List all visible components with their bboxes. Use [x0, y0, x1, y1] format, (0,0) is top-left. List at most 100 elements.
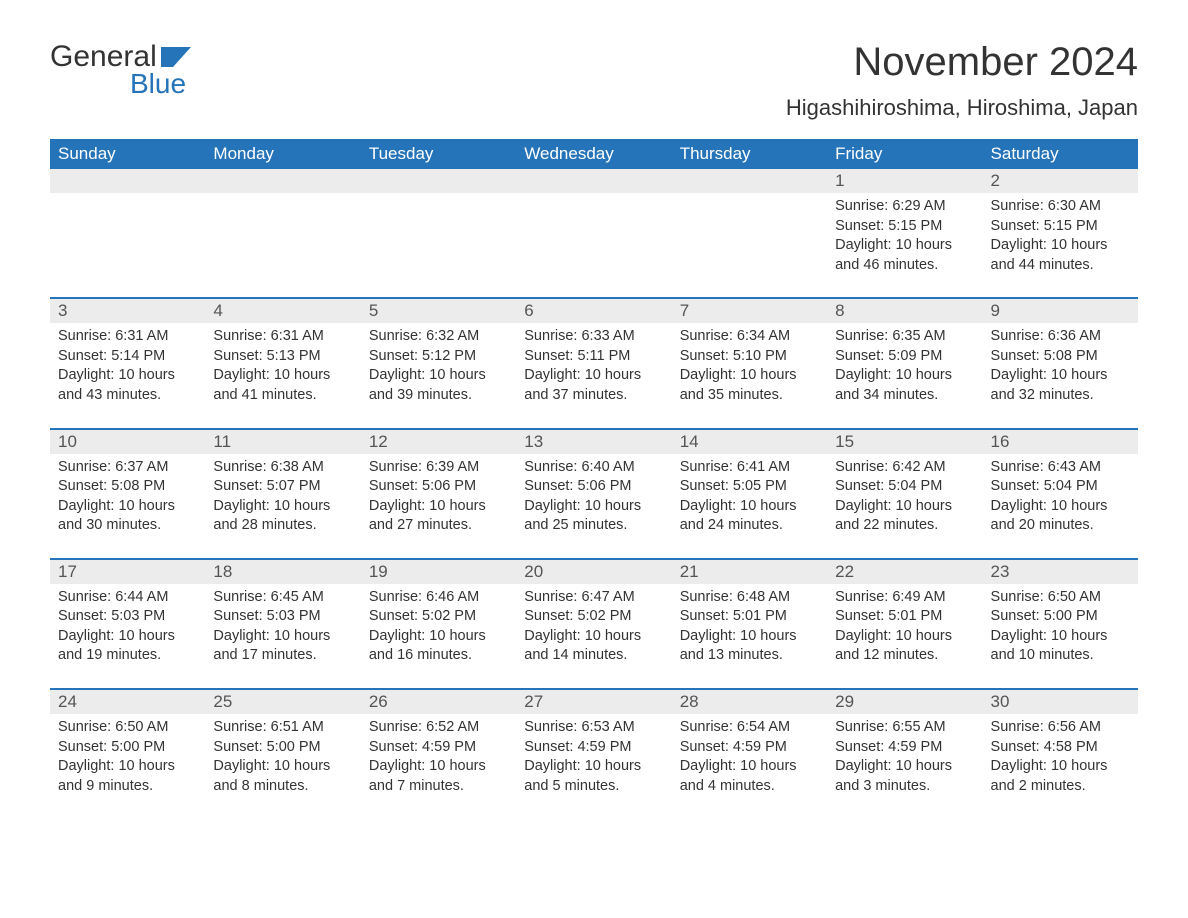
day-number: 3	[50, 299, 205, 323]
daylight-text: Daylight: 10 hours and 14 minutes.	[524, 627, 663, 666]
day-number: 2	[983, 169, 1138, 193]
daylight-text: Daylight: 10 hours and 10 minutes.	[991, 627, 1130, 666]
week-row: 3Sunrise: 6:31 AMSunset: 5:14 PMDaylight…	[50, 297, 1138, 411]
sunset-text: Sunset: 5:12 PM	[369, 347, 508, 367]
daylight-text: Daylight: 10 hours and 2 minutes.	[991, 757, 1130, 796]
sunset-text: Sunset: 5:04 PM	[991, 477, 1130, 497]
sunset-text: Sunset: 5:00 PM	[991, 607, 1130, 627]
day-number: 12	[361, 430, 516, 454]
sunrise-text: Sunrise: 6:50 AM	[58, 718, 197, 738]
sunrise-text: Sunrise: 6:29 AM	[835, 197, 974, 217]
day-details: Sunrise: 6:50 AMSunset: 5:00 PMDaylight:…	[50, 714, 205, 802]
sunset-text: Sunset: 5:02 PM	[524, 607, 663, 627]
day-details: Sunrise: 6:43 AMSunset: 5:04 PMDaylight:…	[983, 454, 1138, 542]
day-cell: 24Sunrise: 6:50 AMSunset: 5:00 PMDayligh…	[50, 690, 205, 802]
day-details: Sunrise: 6:34 AMSunset: 5:10 PMDaylight:…	[672, 323, 827, 411]
sunset-text: Sunset: 5:03 PM	[213, 607, 352, 627]
sunset-text: Sunset: 4:58 PM	[991, 738, 1130, 758]
day-cell: 13Sunrise: 6:40 AMSunset: 5:06 PMDayligh…	[516, 430, 671, 542]
sunrise-text: Sunrise: 6:32 AM	[369, 327, 508, 347]
sunrise-text: Sunrise: 6:36 AM	[991, 327, 1130, 347]
day-cell: 10Sunrise: 6:37 AMSunset: 5:08 PMDayligh…	[50, 430, 205, 542]
daylight-text: Daylight: 10 hours and 17 minutes.	[213, 627, 352, 666]
weekday-header: Monday	[205, 139, 360, 169]
title-block: November 2024 Higashihiroshima, Hiroshim…	[786, 40, 1138, 121]
day-details: Sunrise: 6:50 AMSunset: 5:00 PMDaylight:…	[983, 584, 1138, 672]
sunrise-text: Sunrise: 6:39 AM	[369, 458, 508, 478]
day-cell: 6 Sunrise: 6:33 AMSunset: 5:11 PMDaylight…	[516, 299, 671, 411]
day-details: Sunrise: 6:44 AMSunset: 5:03 PMDaylight:…	[50, 584, 205, 672]
sunset-text: Sunset: 5:08 PM	[991, 347, 1130, 367]
daylight-text: Daylight: 10 hours and 43 minutes.	[58, 366, 197, 405]
day-number: 14	[672, 430, 827, 454]
day-cell: 18Sunrise: 6:45 AMSunset: 5:03 PMDayligh…	[205, 560, 360, 672]
location-label: Higashihiroshima, Hiroshima, Japan	[786, 95, 1138, 121]
daylight-text: Daylight: 10 hours and 46 minutes.	[835, 236, 974, 275]
daylight-text: Daylight: 10 hours and 25 minutes.	[524, 497, 663, 536]
sunrise-text: Sunrise: 6:55 AM	[835, 718, 974, 738]
weekday-header-row: SundayMondayTuesdayWednesdayThursdayFrid…	[50, 139, 1138, 169]
day-details: Sunrise: 6:35 AMSunset: 5:09 PMDaylight:…	[827, 323, 982, 411]
day-details: Sunrise: 6:42 AMSunset: 5:04 PMDaylight:…	[827, 454, 982, 542]
day-number	[205, 169, 360, 193]
sunset-text: Sunset: 5:07 PM	[213, 477, 352, 497]
day-cell: 11Sunrise: 6:38 AMSunset: 5:07 PMDayligh…	[205, 430, 360, 542]
day-number: 21	[672, 560, 827, 584]
sunrise-text: Sunrise: 6:44 AM	[58, 588, 197, 608]
daylight-text: Daylight: 10 hours and 30 minutes.	[58, 497, 197, 536]
month-title: November 2024	[786, 40, 1138, 85]
day-number: 11	[205, 430, 360, 454]
sunrise-text: Sunrise: 6:31 AM	[58, 327, 197, 347]
day-cell: 16Sunrise: 6:43 AMSunset: 5:04 PMDayligh…	[983, 430, 1138, 542]
day-details: Sunrise: 6:54 AMSunset: 4:59 PMDaylight:…	[672, 714, 827, 802]
week-row: 10Sunrise: 6:37 AMSunset: 5:08 PMDayligh…	[50, 428, 1138, 542]
sunset-text: Sunset: 5:00 PM	[213, 738, 352, 758]
daylight-text: Daylight: 10 hours and 27 minutes.	[369, 497, 508, 536]
day-number	[361, 169, 516, 193]
day-details: Sunrise: 6:41 AMSunset: 5:05 PMDaylight:…	[672, 454, 827, 542]
sunrise-text: Sunrise: 6:35 AM	[835, 327, 974, 347]
day-details: Sunrise: 6:40 AMSunset: 5:06 PMDaylight:…	[516, 454, 671, 542]
day-cell: 26Sunrise: 6:52 AMSunset: 4:59 PMDayligh…	[361, 690, 516, 802]
day-cell: 19Sunrise: 6:46 AMSunset: 5:02 PMDayligh…	[361, 560, 516, 672]
day-cell: 20Sunrise: 6:47 AMSunset: 5:02 PMDayligh…	[516, 560, 671, 672]
sunrise-text: Sunrise: 6:41 AM	[680, 458, 819, 478]
day-cell: 8Sunrise: 6:35 AMSunset: 5:09 PMDaylight…	[827, 299, 982, 411]
day-number: 19	[361, 560, 516, 584]
sunset-text: Sunset: 5:13 PM	[213, 347, 352, 367]
day-number: 6	[516, 299, 671, 323]
logo-text-bottom: Blue	[130, 68, 186, 100]
daylight-text: Daylight: 10 hours and 12 minutes.	[835, 627, 974, 666]
week-row: 17Sunrise: 6:44 AMSunset: 5:03 PMDayligh…	[50, 558, 1138, 672]
sunrise-text: Sunrise: 6:54 AM	[680, 718, 819, 738]
sunrise-text: Sunrise: 6:38 AM	[213, 458, 352, 478]
sunset-text: Sunset: 5:01 PM	[680, 607, 819, 627]
daylight-text: Daylight: 10 hours and 19 minutes.	[58, 627, 197, 666]
daylight-text: Daylight: 10 hours and 44 minutes.	[991, 236, 1130, 275]
sunset-text: Sunset: 5:11 PM	[524, 347, 663, 367]
weekday-header: Friday	[827, 139, 982, 169]
daylight-text: Daylight: 10 hours and 37 minutes.	[524, 366, 663, 405]
day-cell	[361, 169, 516, 281]
day-details: Sunrise: 6:31 AMSunset: 5:13 PMDaylight:…	[205, 323, 360, 411]
day-cell: 29Sunrise: 6:55 AMSunset: 4:59 PMDayligh…	[827, 690, 982, 802]
sunrise-text: Sunrise: 6:56 AM	[991, 718, 1130, 738]
day-cell: 12Sunrise: 6:39 AMSunset: 5:06 PMDayligh…	[361, 430, 516, 542]
sunset-text: Sunset: 5:15 PM	[835, 217, 974, 237]
sunset-text: Sunset: 4:59 PM	[680, 738, 819, 758]
daylight-text: Daylight: 10 hours and 4 minutes.	[680, 757, 819, 796]
day-number: 28	[672, 690, 827, 714]
day-details: Sunrise: 6:51 AMSunset: 5:00 PMDaylight:…	[205, 714, 360, 802]
sunrise-text: Sunrise: 6:30 AM	[991, 197, 1130, 217]
day-details: Sunrise: 6:55 AMSunset: 4:59 PMDaylight:…	[827, 714, 982, 802]
sunrise-text: Sunrise: 6:37 AM	[58, 458, 197, 478]
day-number: 16	[983, 430, 1138, 454]
day-details: Sunrise: 6:45 AMSunset: 5:03 PMDaylight:…	[205, 584, 360, 672]
sunset-text: Sunset: 5:03 PM	[58, 607, 197, 627]
sunset-text: Sunset: 5:04 PM	[835, 477, 974, 497]
day-number: 10	[50, 430, 205, 454]
day-cell: 3Sunrise: 6:31 AMSunset: 5:14 PMDaylight…	[50, 299, 205, 411]
day-details: Sunrise: 6:30 AMSunset: 5:15 PMDaylight:…	[983, 193, 1138, 281]
day-number: 23	[983, 560, 1138, 584]
sunrise-text: Sunrise: 6:33 AM	[524, 327, 663, 347]
